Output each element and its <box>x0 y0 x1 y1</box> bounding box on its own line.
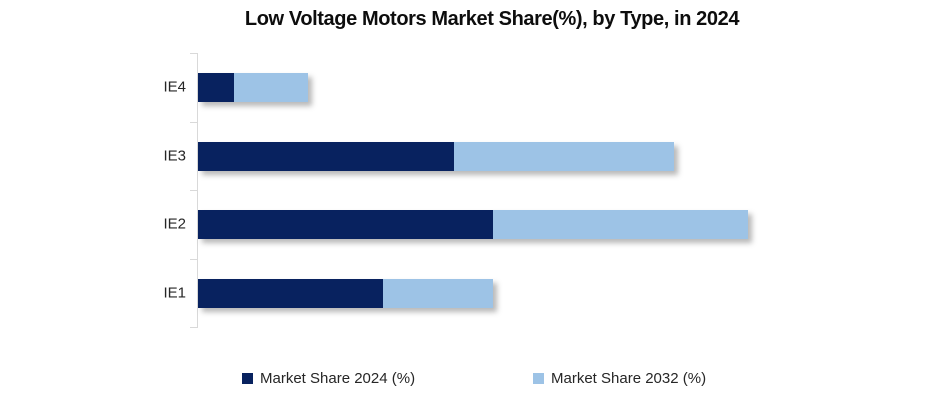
axis-tick <box>190 190 198 191</box>
stacked-bar-ie1 <box>198 278 493 308</box>
bar-segment-ie3-2032 <box>453 141 674 171</box>
bar-row-ie1: IE1 <box>0 259 940 328</box>
stacked-bar-ie3 <box>198 141 674 171</box>
legend-label-2024: Market Share 2024 (%) <box>260 369 416 387</box>
chart-title: Low Voltage Motors Market Share(%), by T… <box>244 8 740 30</box>
bar-segment-ie3-2024 <box>198 141 454 171</box>
bar-row-ie4: IE4 <box>0 53 940 122</box>
bar-segment-ie1-2024 <box>198 278 383 308</box>
bar-segment-ie4-2032 <box>233 73 309 102</box>
bar-row-ie2: IE2 <box>0 190 940 259</box>
legend-item-2032: Market Share 2032 (%) <box>533 369 706 387</box>
axis-tick <box>190 258 198 260</box>
axis-tick <box>190 327 198 328</box>
legend-item-2024: Market Share 2024 (%) <box>242 369 415 387</box>
category-label-ie1: IE1 <box>163 284 186 302</box>
bar-segment-ie2-2032 <box>492 210 749 239</box>
stacked-bar-ie4 <box>198 73 309 102</box>
category-label-ie4: IE4 <box>163 78 186 96</box>
bar-row-ie3: IE3 <box>0 122 940 191</box>
legend-label-2032: Market Share 2032 (%) <box>551 369 707 387</box>
bar-segment-ie2-2024 <box>198 210 493 239</box>
axis-tick <box>190 121 198 123</box>
axis-tick <box>190 53 198 54</box>
bar-segment-ie1-2032 <box>382 278 493 308</box>
legend-swatch-2032-icon <box>533 372 544 384</box>
legend: Market Share 2024 (%) Market Share 2032 … <box>0 369 940 389</box>
bar-segment-ie4-2024 <box>198 73 234 102</box>
legend-swatch-2024-icon <box>242 372 253 384</box>
category-label-ie2: IE2 <box>163 215 186 233</box>
stacked-bar-ie2 <box>198 210 749 239</box>
category-label-ie3: IE3 <box>163 147 186 165</box>
